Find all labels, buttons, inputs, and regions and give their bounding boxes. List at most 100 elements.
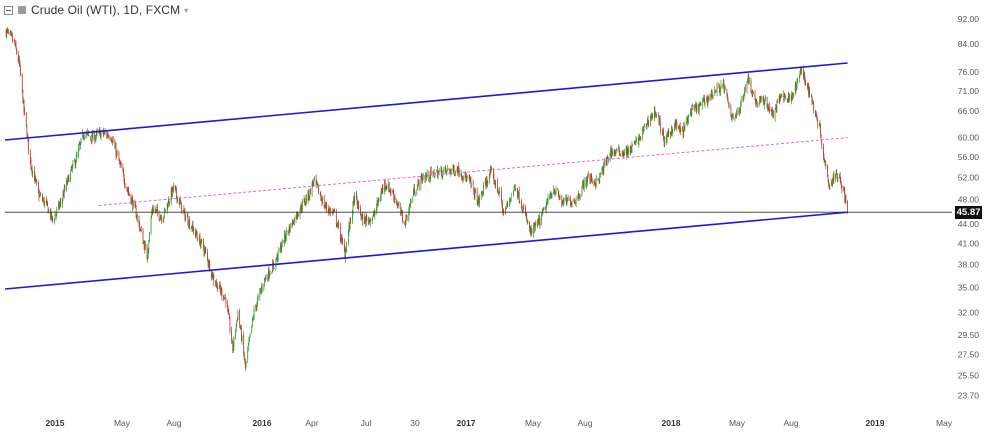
candle-body-632 [514, 185, 515, 187]
menu-caret-icon[interactable]: ▾ [184, 5, 189, 15]
price-axis[interactable]: 92.00 84.00 76.00 71.00 66.00 60.00 56.00 52.00… [958, 14, 980, 401]
lower-channel-line[interactable] [4, 211, 848, 290]
candle-body-382 [312, 183, 314, 184]
candle-body-464 [378, 200, 380, 202]
candle-body-132 [111, 141, 113, 143]
candle-body-604 [491, 168, 492, 170]
candle-body-423 [345, 250, 347, 252]
candle-body-413 [337, 223, 339, 225]
candle-body-13 [15, 42, 17, 49]
candle-body-773 [627, 147, 629, 154]
candle-body-571 [465, 172, 467, 178]
candle-body-783 [635, 139, 637, 143]
candle-body-707 [574, 202, 576, 204]
candle-body-745 [605, 159, 607, 166]
candle-body-271 [223, 297, 225, 301]
candle-body-548 [446, 169, 448, 173]
candle-body-268 [220, 289, 222, 292]
candle-body-294 [241, 336, 243, 342]
candle-body-818 [663, 139, 665, 145]
candle-body-952 [771, 110, 773, 116]
candle-body-181 [151, 213, 153, 218]
candle-body-32 [31, 167, 32, 169]
candle-body-44 [40, 193, 42, 195]
candle-body-665 [541, 213, 542, 224]
candle-body-880 [714, 89, 716, 96]
candle-body-54 [48, 209, 50, 213]
candle-body-780 [633, 143, 635, 145]
candle-body-503 [410, 201, 411, 205]
upper-channel-line[interactable] [4, 62, 848, 141]
candle-body-539 [438, 170, 440, 172]
candle-body-363 [297, 215, 299, 217]
candle-body-1019 [825, 164, 827, 167]
candle-body-905 [734, 117, 736, 120]
candle-body-399 [326, 204, 327, 209]
candle-body-493 [402, 213, 403, 220]
candle-body-545 [444, 167, 446, 170]
candle-body-996 [807, 84, 809, 87]
candle-body-886 [719, 86, 720, 92]
candle-body-267 [220, 288, 222, 293]
collapse-minus-icon[interactable] [4, 5, 13, 15]
candle-body-514 [418, 181, 420, 188]
candle-body-650 [529, 221, 530, 230]
mid-channel-line[interactable] [98, 137, 848, 206]
x-tick-label-8: May [525, 418, 542, 428]
candle-body-321 [264, 277, 265, 284]
candle-body-509 [414, 193, 416, 196]
candle-body-416 [340, 238, 342, 241]
candle-body-178 [148, 242, 150, 251]
candle-body-753 [611, 151, 613, 157]
candle-body-636 [517, 195, 519, 198]
candle-body-324 [265, 277, 267, 279]
candle-body-974 [789, 94, 790, 99]
candle-body-1024 [829, 185, 831, 189]
candle-body-900 [730, 107, 732, 117]
candle-body-703 [571, 202, 572, 205]
y-tick-label-12: 35.00 [958, 282, 980, 292]
chart-legend-header: Crude Oil (WTI), 1D, FXCM ▾ [4, 2, 188, 18]
time-axis[interactable]: 2015 May Aug 2016 Apr Jul 30 2017 May Aug 2018 May A… [46, 418, 953, 428]
candle-body-676 [549, 195, 551, 196]
candle-body-3 [7, 30, 9, 32]
candle-body-266 [219, 284, 221, 289]
candle-body-332 [272, 262, 274, 264]
candle-body-318 [261, 287, 262, 291]
candle-body-66 [58, 203, 60, 208]
candle-body-278 [228, 314, 230, 319]
candle-body-953 [772, 110, 774, 115]
candle-body-157 [131, 199, 133, 200]
candle-body-755 [613, 151, 615, 156]
candle-body-743 [603, 163, 605, 175]
candle-body-31 [30, 159, 32, 167]
candle-body-648 [526, 220, 528, 222]
candle-body-362 [296, 212, 298, 217]
candle-body-711 [578, 193, 579, 197]
candle-body-98 [84, 137, 85, 139]
candle-body-715 [581, 188, 583, 195]
candle-body-696 [566, 197, 567, 204]
candle-body-401 [328, 210, 330, 213]
candle-body-436 [356, 198, 358, 202]
candle-body-154 [128, 192, 130, 196]
candle-body-93 [80, 142, 81, 146]
candle-body-226 [187, 216, 189, 225]
candle-body-449 [366, 218, 368, 223]
candle-body-247 [204, 248, 205, 253]
candle-body-412 [337, 225, 338, 226]
candle-body-584 [475, 189, 476, 192]
candle-body-165 [138, 216, 140, 224]
candle-body-851 [690, 110, 692, 116]
candle-body-138 [116, 151, 117, 156]
candle-body-943 [764, 100, 766, 104]
candle-body-821 [666, 133, 668, 142]
candle-body-994 [805, 81, 806, 85]
candle-body-662 [538, 218, 540, 224]
y-tick-label-3: 71.00 [958, 86, 980, 96]
candle-body-529 [430, 169, 432, 176]
candle-body-84 [72, 162, 74, 166]
candle-body-71 [62, 193, 64, 198]
